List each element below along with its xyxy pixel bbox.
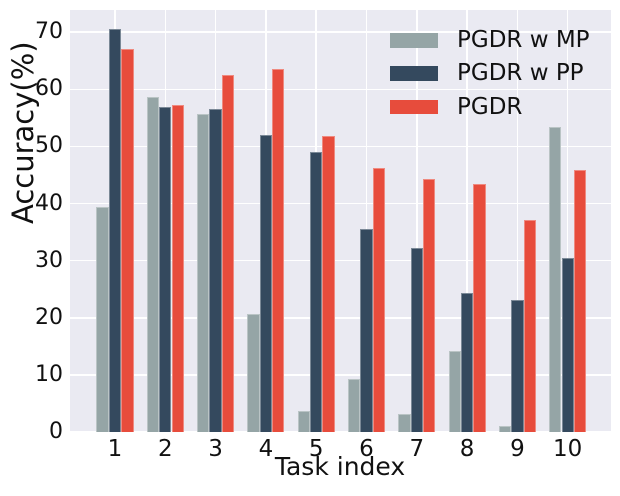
x-tick-6: 6 — [359, 436, 374, 462]
bar-pgdr-w-mp-task-6 — [347, 379, 361, 432]
bar-pgdr-task-7 — [423, 179, 436, 432]
gridline-horizontal — [70, 316, 611, 319]
legend-swatch-pgdr — [390, 99, 438, 115]
bar-pgdr-w-pp-task-10 — [561, 258, 574, 432]
gridline-horizontal — [70, 202, 611, 205]
bar-pgdr-task-8 — [473, 184, 486, 432]
bar-pgdr-w-pp-task-9 — [511, 300, 524, 432]
bar-pgdr-w-mp-task-2 — [146, 96, 160, 432]
bar-pgdr-task-6 — [372, 167, 386, 432]
bar-pgdr-w-pp-task-4 — [259, 135, 273, 432]
y-tick-40: 40 — [35, 190, 63, 216]
bar-pgdr-w-mp-task-5 — [297, 411, 310, 432]
y-tick-50: 50 — [35, 133, 63, 159]
bar-pgdr-task-3 — [221, 74, 235, 432]
gridline-vertical — [566, 10, 569, 432]
gridline-horizontal — [70, 431, 611, 432]
x-tick-3: 3 — [208, 436, 223, 462]
bar-pgdr-w-mp-task-4 — [247, 314, 260, 432]
bar-pgdr-w-pp-task-1 — [108, 29, 122, 432]
bar-pgdr-task-10 — [573, 169, 587, 432]
y-tick-10: 10 — [35, 361, 63, 387]
bar-pgdr-w-mp-task-3 — [197, 113, 210, 432]
bar-pgdr-w-pp-task-3 — [209, 109, 222, 432]
gridline-vertical — [466, 10, 468, 432]
bar-pgdr-task-9 — [523, 220, 536, 432]
bar-pgdr-task-1 — [121, 49, 134, 432]
bar-pgdr-w-pp-task-5 — [310, 151, 323, 432]
legend-label-pgdr-w-pp: PGDR w PP — [457, 60, 584, 87]
gridline-horizontal — [70, 259, 611, 262]
legend-label-pgdr-w-mp: PGDR w MP — [457, 26, 590, 53]
x-tick-10: 10 — [553, 436, 583, 462]
x-tick-4: 4 — [258, 436, 274, 462]
legend-swatch-pgdr-w-pp — [390, 66, 438, 81]
bar-pgdr-w-mp-task-1 — [96, 207, 109, 432]
x-tick-7: 7 — [409, 436, 425, 462]
bar-pgdr-w-pp-task-8 — [460, 292, 474, 432]
x-tick-5: 5 — [308, 436, 324, 462]
bar-pgdr-w-pp-task-6 — [360, 229, 373, 432]
y-tick-60: 60 — [35, 76, 63, 102]
x-tick-2: 2 — [157, 436, 173, 462]
bar-pgdr-task-4 — [272, 69, 285, 432]
y-tick-20: 20 — [35, 304, 63, 330]
x-tick-9: 9 — [510, 436, 525, 462]
gridline-horizontal — [70, 145, 611, 148]
plot-area: PGDR w MP PGDR w PP PGDR — [70, 10, 611, 432]
gridline-horizontal — [70, 31, 611, 34]
bar-pgdr-task-2 — [171, 105, 184, 432]
legend-swatch-pgdr-w-mp — [390, 33, 438, 48]
x-tick-8: 8 — [459, 436, 475, 462]
bar-pgdr-w-pp-task-2 — [159, 106, 172, 432]
gridline-horizontal — [70, 374, 611, 376]
x-tick-1: 1 — [107, 436, 123, 462]
y-tick-70: 70 — [35, 19, 63, 45]
gridline-vertical — [416, 10, 418, 432]
gridline-horizontal — [70, 88, 611, 91]
y-tick-30: 30 — [35, 247, 63, 273]
bar-pgdr-task-5 — [322, 135, 335, 432]
bar-pgdr-w-pp-task-7 — [410, 247, 423, 432]
gridline-vertical — [516, 10, 519, 432]
gridline-vertical — [365, 10, 368, 432]
bar-pgdr-w-mp-task-7 — [398, 413, 411, 432]
y-tick-0: 0 — [49, 419, 63, 444]
x-axis-label: Task index — [274, 452, 406, 481]
bar-pgdr-w-mp-task-9 — [498, 426, 512, 432]
bar-pgdr-w-mp-task-8 — [448, 351, 461, 432]
bar-pgdr-w-mp-task-10 — [549, 127, 562, 432]
